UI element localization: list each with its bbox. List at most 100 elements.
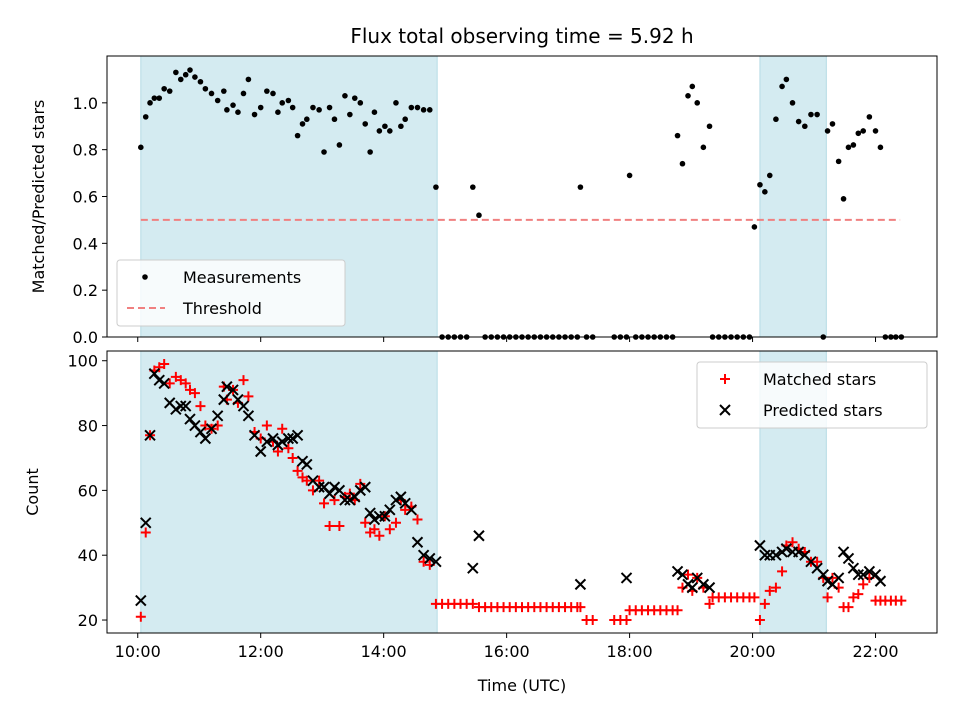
matched-star-point <box>355 478 366 489</box>
predicted-star-point <box>184 413 196 425</box>
predicted-star-point <box>301 458 313 471</box>
matched-star-point <box>896 595 907 606</box>
matched-star-point <box>164 378 175 389</box>
predicted-star-point <box>227 384 239 396</box>
measurement-point <box>773 116 779 123</box>
matched-star-point <box>683 569 693 580</box>
predicted-star-point <box>291 429 304 441</box>
matched-star-point <box>412 514 423 525</box>
measurement-point <box>342 93 348 99</box>
legend-box <box>116 259 346 327</box>
matched-star-point <box>467 598 478 609</box>
x-axis-label: Time (UTC) <box>477 676 566 695</box>
measurement-point <box>299 121 306 127</box>
x-tick-label: 16:00 <box>484 642 530 661</box>
count-axes-frame <box>106 350 938 634</box>
matched-star-point <box>140 527 151 538</box>
predicted-star-point <box>153 374 165 386</box>
matched-star-point <box>261 420 272 431</box>
measurement-point <box>221 88 227 94</box>
x-tick-label: 14:00 <box>361 642 407 661</box>
predicted-star-point <box>869 568 882 581</box>
matched-star-point <box>704 598 715 609</box>
measurement-point <box>270 90 276 97</box>
measurement-point <box>789 100 796 106</box>
legend-cross-key <box>719 404 731 416</box>
measurement-point <box>351 95 358 101</box>
predicted-star-point <box>170 403 182 416</box>
predicted-star-point <box>390 494 402 506</box>
matched-star-point <box>287 452 298 463</box>
measurement-point <box>336 142 343 148</box>
predicted-star-point <box>379 510 391 523</box>
measurement-point <box>230 102 236 108</box>
measurement-point <box>829 121 836 127</box>
predicted-star-point <box>417 549 430 561</box>
measurement-point <box>357 100 364 106</box>
matched-star-point <box>400 504 411 515</box>
measurement-point <box>310 104 316 111</box>
predicted-star-point <box>395 491 407 503</box>
predicted-star-point <box>242 410 255 422</box>
predicted-star-point <box>792 546 805 558</box>
measurement-point <box>402 116 408 123</box>
predicted-star-point <box>328 481 341 493</box>
measurement-point <box>173 69 179 76</box>
predicted-star-point <box>286 432 299 445</box>
matched-star-point <box>360 517 371 528</box>
matched-star-point <box>180 378 191 389</box>
y-tick-label: 1.0 <box>73 94 98 113</box>
predicted-star-point <box>354 484 367 497</box>
matched-star-point <box>749 592 760 603</box>
predicted-star-point <box>194 426 207 438</box>
x-tick-label: 18:00 <box>607 642 653 661</box>
measurement-point <box>393 100 399 106</box>
matched-star-point <box>587 615 598 626</box>
measurement-point <box>257 104 264 111</box>
measurement-point <box>626 172 633 179</box>
x-tick-label: 20:00 <box>730 642 776 661</box>
y-tick-label: 80 <box>78 417 98 436</box>
legend-label: Threshold <box>182 299 262 318</box>
matched-star-point <box>759 598 770 609</box>
matched-star-point <box>621 615 632 626</box>
matched-star-point <box>277 423 288 434</box>
measurement-point <box>408 104 415 111</box>
legend-label: Matched stars <box>763 370 876 389</box>
predicted-star-point <box>276 436 288 448</box>
predicted-star-point <box>140 517 152 529</box>
count-y-ticks: 20 40 60 80 100 <box>67 352 107 630</box>
predicted-star-point <box>364 507 376 519</box>
matched-star-point <box>812 556 823 567</box>
measurement-point <box>151 95 158 101</box>
measurement-point <box>470 184 476 190</box>
measurement-point <box>694 100 701 106</box>
measurement-point <box>138 144 144 151</box>
predicted-star-point <box>467 562 479 574</box>
measurement-point <box>347 111 353 118</box>
ratio-legend: Measurements Threshold <box>116 259 346 327</box>
measurement-point <box>235 109 241 115</box>
measurement-point <box>872 128 879 134</box>
y-tick-label: 100 <box>67 352 98 371</box>
measurement-point <box>224 107 230 113</box>
predicted-star-point <box>282 432 295 445</box>
measurement-point <box>187 67 193 73</box>
predicted-star-point <box>248 429 261 441</box>
measurement-point <box>700 144 707 151</box>
measurement-point <box>577 184 584 190</box>
measurement-point <box>156 95 163 101</box>
measurement-point <box>850 142 857 148</box>
measurement-point <box>840 196 847 202</box>
measurement-point <box>304 116 310 123</box>
observing-window-1 <box>759 55 827 338</box>
ratio-y-axis-label: Matched/Predicted stars <box>29 100 48 294</box>
predicted-star-point <box>199 432 212 445</box>
y-tick-label: 0.2 <box>73 281 98 300</box>
measurement-point <box>161 85 167 92</box>
predicted-star-point <box>148 367 161 380</box>
count-legend: Matched stars Predicted stars <box>696 361 928 429</box>
measurement-point <box>166 88 173 94</box>
ratio-y-ticks: 0.0 0.2 0.4 0.6 0.8 1.0 <box>73 94 107 347</box>
